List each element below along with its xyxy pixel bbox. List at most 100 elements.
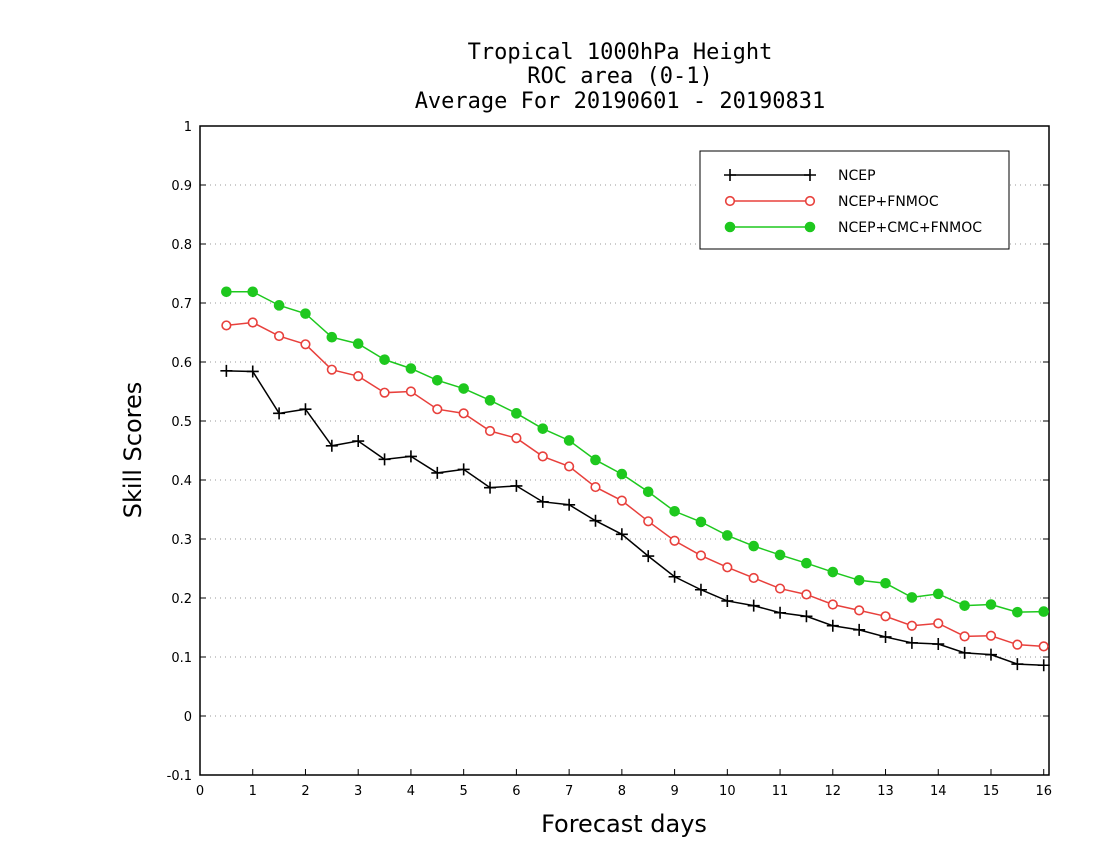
- data-point: [724, 221, 736, 233]
- data-point: [722, 562, 733, 573]
- plot-frame: [199, 125, 1050, 776]
- data-point: [510, 479, 523, 492]
- data-point: [826, 619, 839, 632]
- x-tick-label: 8: [618, 784, 626, 799]
- series-ncep: [220, 364, 1050, 672]
- series-line: [226, 291, 1044, 613]
- data-point: [326, 364, 337, 375]
- series-line: [226, 370, 1044, 667]
- chart-subtitle-2: Average For 20190601 - 20190831: [415, 89, 826, 114]
- y-axis-label: Skill Scores: [119, 382, 147, 519]
- y-tick-label: 0.8: [171, 238, 192, 253]
- data-point: [590, 454, 601, 466]
- x-tick-label: 2: [301, 784, 309, 799]
- data-point: [748, 572, 759, 584]
- data-point: [564, 461, 575, 472]
- data-point: [774, 583, 786, 594]
- x-tick-label: 9: [670, 784, 678, 799]
- data-point: [590, 481, 601, 493]
- data-point: [353, 371, 364, 382]
- data-point: [563, 435, 575, 446]
- data-point: [694, 583, 707, 596]
- y-tick-label: 0.6: [171, 356, 192, 371]
- y-tick-label: 0.7: [171, 297, 192, 312]
- y-tick-label: 0.9: [171, 179, 192, 194]
- data-point: [985, 599, 997, 610]
- data-point: [827, 566, 839, 578]
- data-point: [537, 451, 548, 462]
- legend-label: NCEP+CMC+FNMOC: [838, 220, 982, 236]
- data-point: [642, 550, 655, 563]
- x-tick-label: 4: [407, 784, 415, 799]
- data-point: [774, 606, 787, 619]
- data-point: [1011, 658, 1024, 671]
- data-point: [959, 600, 970, 611]
- data-point: [589, 514, 602, 527]
- data-point: [879, 630, 892, 643]
- data-point: [300, 339, 311, 350]
- data-point: [404, 450, 417, 463]
- data-point: [431, 374, 443, 386]
- x-tick-label: 11: [772, 784, 789, 799]
- data-point: [432, 404, 443, 415]
- data-point: [695, 516, 707, 528]
- x-tick-label: 3: [354, 784, 362, 799]
- legend-item: NCEP: [724, 168, 876, 184]
- series-ncep-fnmoc: [221, 317, 1049, 652]
- data-point: [536, 495, 549, 508]
- data-point: [985, 630, 997, 641]
- data-point: [563, 498, 576, 511]
- legend: NCEP NCEP+FNMOC NCEP+CMC+FNMOC: [699, 150, 1010, 250]
- data-point: [959, 631, 970, 642]
- x-tick-label: 5: [460, 784, 468, 799]
- data-point: [722, 530, 733, 541]
- data-point: [511, 408, 522, 419]
- y-tick-label: 1: [184, 120, 192, 135]
- data-point: [668, 570, 681, 583]
- data-point: [458, 383, 469, 394]
- legend-label: NCEP: [838, 168, 876, 184]
- data-point: [932, 638, 945, 651]
- data-point: [905, 636, 918, 649]
- legend-item: NCEP+FNMOC: [724, 194, 939, 210]
- data-point: [378, 453, 391, 466]
- data-point: [616, 468, 628, 480]
- x-tick-label: 1: [249, 784, 257, 799]
- data-point: [431, 466, 444, 479]
- data-point: [484, 481, 497, 494]
- data-point: [405, 386, 417, 397]
- x-tick-label: 0: [196, 784, 204, 799]
- data-point: [537, 423, 549, 434]
- data-point: [484, 425, 496, 437]
- legend-label: NCEP+FNMOC: [838, 194, 939, 210]
- data-point: [1012, 606, 1023, 618]
- data-point: [801, 589, 812, 600]
- data-point: [724, 169, 736, 181]
- data-point: [221, 320, 232, 331]
- data-point: [1038, 641, 1049, 652]
- data-point: [748, 540, 759, 552]
- y-tick-label: 0.4: [171, 474, 192, 489]
- y-tick-label: 0.1: [171, 651, 192, 666]
- data-point: [300, 308, 311, 319]
- x-tick-label: 12: [825, 784, 842, 799]
- data-point: [484, 395, 496, 406]
- data-point: [246, 365, 259, 378]
- data-point: [827, 599, 838, 610]
- data-point: [774, 549, 786, 561]
- data-point: [247, 317, 258, 328]
- data-point: [325, 439, 338, 452]
- data-point: [405, 363, 417, 374]
- data-point: [721, 594, 734, 607]
- data-point: [273, 300, 285, 311]
- y-tick-label: 0.5: [171, 415, 192, 430]
- data-point: [220, 364, 233, 377]
- data-point: [932, 588, 944, 600]
- x-tick-label: 7: [565, 784, 573, 799]
- data-point: [695, 550, 707, 561]
- data-point: [984, 648, 997, 661]
- data-point: [804, 221, 816, 233]
- data-point: [643, 516, 654, 527]
